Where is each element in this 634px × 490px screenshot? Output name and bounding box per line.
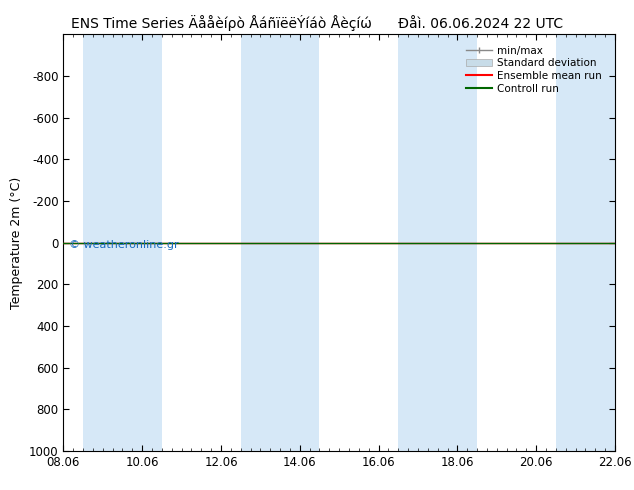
Bar — [556, 34, 615, 451]
Text: ENS Time Series Äååèíρò ÅáñïëëÝíáò Åèçíώ      Ðåì. 06.06.2024 22 UTC: ENS Time Series Äååèíρò ÅáñïëëÝíáò Åèçíώ… — [71, 15, 563, 31]
Bar — [398, 34, 477, 451]
Bar — [241, 34, 320, 451]
Legend: min/max, Standard deviation, Ensemble mean run, Controll run: min/max, Standard deviation, Ensemble me… — [464, 44, 604, 96]
Text: © weatheronline.gr: © weatheronline.gr — [69, 241, 179, 250]
Bar — [83, 34, 162, 451]
Y-axis label: Temperature 2m (°C): Temperature 2m (°C) — [10, 176, 23, 309]
